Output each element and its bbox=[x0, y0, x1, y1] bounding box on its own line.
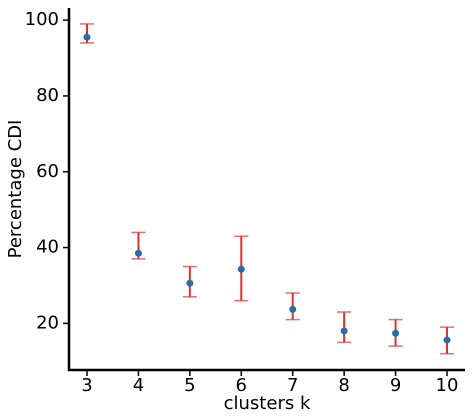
y-tick-label: 40 bbox=[36, 237, 59, 258]
x-tick-label: 5 bbox=[184, 375, 195, 396]
point bbox=[134, 249, 142, 257]
x-tick-label: 3 bbox=[81, 375, 92, 396]
point bbox=[289, 305, 297, 313]
y-tick-label: 100 bbox=[25, 9, 59, 30]
y-tick-label: 60 bbox=[36, 161, 59, 182]
x-tick-label: 10 bbox=[436, 375, 459, 396]
y-axis-label: Percentage CDI bbox=[5, 120, 26, 259]
x-tick-label: 9 bbox=[390, 375, 401, 396]
point bbox=[392, 329, 400, 337]
error-bar bbox=[337, 311, 352, 344]
point bbox=[443, 336, 451, 344]
x-tick-label: 6 bbox=[236, 375, 247, 396]
point bbox=[83, 33, 91, 41]
point bbox=[186, 279, 194, 287]
x-axis-label: clusters k bbox=[224, 393, 311, 414]
point bbox=[340, 327, 348, 335]
y-tick-label: 80 bbox=[36, 85, 59, 106]
x-tick-label: 4 bbox=[133, 375, 144, 396]
x-tick-label: 7 bbox=[287, 375, 298, 396]
point bbox=[237, 265, 245, 273]
x-tick-label: 8 bbox=[338, 375, 349, 396]
y-tick-label: 20 bbox=[36, 312, 59, 333]
